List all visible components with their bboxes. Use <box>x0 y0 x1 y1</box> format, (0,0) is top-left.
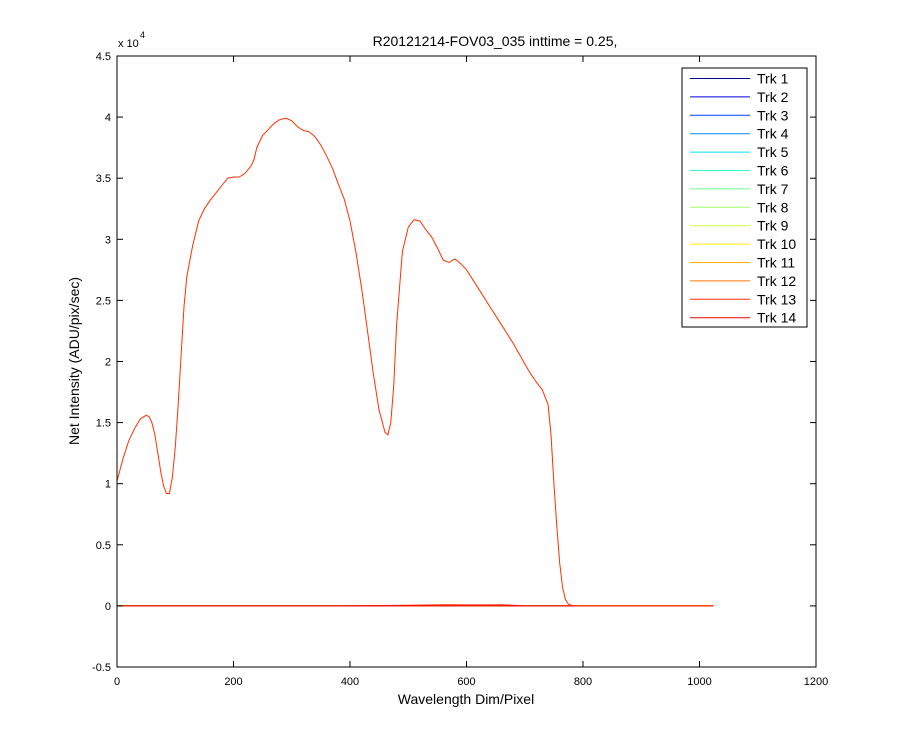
legend-label: Trk 7 <box>757 181 789 197</box>
main-series-layer <box>116 117 714 607</box>
x-tick-label: 200 <box>224 676 242 688</box>
y-tick-label: 3 <box>105 234 111 246</box>
y-tick-label: 0 <box>105 601 111 613</box>
legend-box <box>681 67 808 328</box>
legend-label: Trk 14 <box>757 310 796 326</box>
y-exponent-power: 4 <box>140 30 145 40</box>
legend-label: Trk 6 <box>757 163 789 179</box>
y-tick-label: -0.5 <box>92 662 111 674</box>
x-tick-label: 400 <box>341 676 359 688</box>
x-tick-label: 1200 <box>804 676 828 688</box>
legend-label: Trk 13 <box>757 291 796 307</box>
x-tick-label: 0 <box>114 676 120 688</box>
legend-label: Trk 2 <box>757 89 789 105</box>
x-tick-label: 1000 <box>687 676 711 688</box>
y-exponent-base: x 10 <box>118 38 139 50</box>
x-axis: 0 200 400 600 800 1000 1200 <box>114 56 828 688</box>
y-tick-label: 3.5 <box>96 173 111 185</box>
legend: Trk 1 Trk 2 Trk 3 Trk 4 Trk 5 Trk 6 Trk 7 Trk 8… <box>681 67 808 328</box>
y-tick-label: 4 <box>105 112 111 124</box>
legend-label: Trk 4 <box>757 126 789 142</box>
legend-label: Trk 5 <box>757 144 789 160</box>
legend-label: Trk 3 <box>757 107 789 123</box>
y-tick-label: 1.5 <box>96 418 111 430</box>
y-tick-label: 4.5 <box>96 51 111 63</box>
x-tick-label: 600 <box>457 676 475 688</box>
x-tick-label: 800 <box>574 676 592 688</box>
legend-label: Trk 11 <box>757 255 795 271</box>
legend-label: Trk 10 <box>757 236 796 252</box>
y-axis: -0.5 0 0.5 1 1.5 2 2.5 3 3.5 4 4.5 <box>92 51 816 674</box>
legend-label: Trk 9 <box>757 218 789 234</box>
series-line-main <box>116 117 714 607</box>
y-tick-label: 1 <box>105 479 111 491</box>
y-tick-label: 2 <box>105 357 111 369</box>
y-tick-label: 0.5 <box>96 540 111 552</box>
legend-label: Trk 8 <box>757 199 789 215</box>
legend-label: Trk 12 <box>757 273 796 289</box>
legend-label: Trk 1 <box>757 71 789 87</box>
y-axis-label: Net Intensity (ADU/pix/sec) <box>66 277 82 445</box>
y-tick-label: 2.5 <box>96 295 111 307</box>
x-axis-label: Wavelength Dim/Pixel <box>398 691 534 707</box>
chart-title: R20121214-FOV03_035 inttime = 0.25, <box>373 33 618 49</box>
